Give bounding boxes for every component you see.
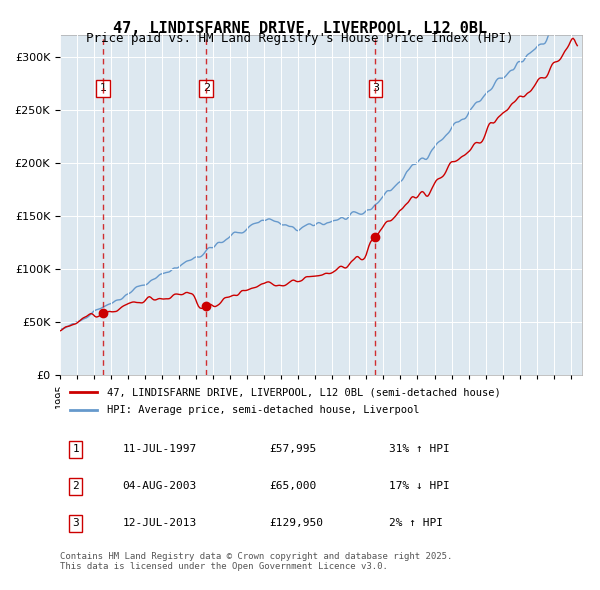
FancyBboxPatch shape	[0, 371, 600, 432]
Text: £57,995: £57,995	[269, 444, 316, 454]
Text: 17% ↓ HPI: 17% ↓ HPI	[389, 481, 449, 491]
Text: Price paid vs. HM Land Registry's House Price Index (HPI): Price paid vs. HM Land Registry's House …	[86, 32, 514, 45]
Text: 2: 2	[203, 83, 210, 93]
Text: 3: 3	[72, 519, 79, 529]
Text: 31% ↑ HPI: 31% ↑ HPI	[389, 444, 449, 454]
Text: £129,950: £129,950	[269, 519, 323, 529]
Text: Contains HM Land Registry data © Crown copyright and database right 2025.
This d: Contains HM Land Registry data © Crown c…	[60, 552, 452, 571]
Text: 12-JUL-2013: 12-JUL-2013	[122, 519, 197, 529]
Text: 04-AUG-2003: 04-AUG-2003	[122, 481, 197, 491]
Text: 11-JUL-1997: 11-JUL-1997	[122, 444, 197, 454]
Text: 1: 1	[100, 83, 106, 93]
Text: 47, LINDISFARNE DRIVE, LIVERPOOL, L12 0BL (semi-detached house): 47, LINDISFARNE DRIVE, LIVERPOOL, L12 0B…	[107, 387, 501, 397]
Text: HPI: Average price, semi-detached house, Liverpool: HPI: Average price, semi-detached house,…	[107, 405, 419, 415]
Text: 1: 1	[72, 444, 79, 454]
Text: £65,000: £65,000	[269, 481, 316, 491]
Text: 2: 2	[72, 481, 79, 491]
Text: 47, LINDISFARNE DRIVE, LIVERPOOL, L12 0BL: 47, LINDISFARNE DRIVE, LIVERPOOL, L12 0B…	[113, 21, 487, 35]
Text: 3: 3	[372, 83, 379, 93]
Text: 2% ↑ HPI: 2% ↑ HPI	[389, 519, 443, 529]
